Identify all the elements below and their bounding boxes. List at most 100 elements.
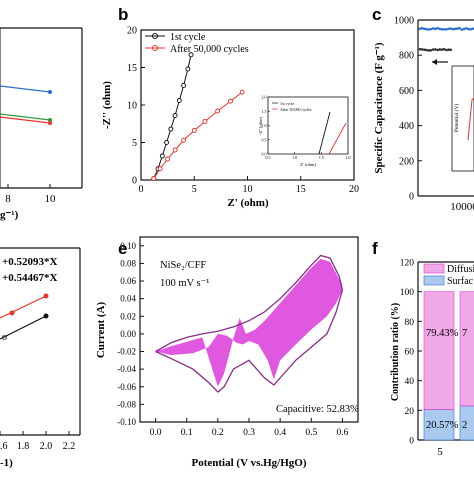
panel-b-label: b <box>118 5 128 24</box>
panel-b-inset: 0.51.01.52.00.00.51.01.52.0 1st cycle Af… <box>258 95 351 168</box>
panel-f-diffusion-bar <box>460 292 474 406</box>
panel-b-point <box>165 141 169 145</box>
panel-b-point <box>186 67 190 71</box>
panel-c-blue-point <box>434 28 437 31</box>
panel-c-blue-point <box>428 28 431 31</box>
panel-c-arrow-head <box>432 59 437 65</box>
panel-b-series-line <box>154 55 191 179</box>
panel-b-point <box>173 148 177 152</box>
panel-f-diffusion-label: 7 <box>462 328 467 339</box>
panel-d-black-label: o <box>2 332 7 343</box>
panel-c-black-point <box>450 49 453 52</box>
panel-f-bars: 79.43%20.57%72 <box>424 292 474 440</box>
panel-e-ytick-label: 0.06 <box>120 276 136 286</box>
legend-text-after: After 50,000 cycles <box>170 44 249 55</box>
panel-e-xlabel: Potential (V vs.Hg/HgO) <box>192 457 307 469</box>
panel-e-ytick-label: 0.04 <box>120 294 136 304</box>
panel-c-black-point <box>434 48 437 51</box>
panel-e-ytick-label: 0.02 <box>120 311 136 321</box>
panel-b-ytick-label: 20 <box>127 26 137 37</box>
panel-c-ylabel: Specific Capacitance (F g⁻¹) <box>373 42 385 174</box>
panel-e-xtick-label: 0.3 <box>243 428 255 438</box>
panel-e-xtick-label: 0.0 <box>150 428 162 438</box>
panel-f-diffusion-label: 79.43% <box>426 328 459 339</box>
panel-e-xtick-label: 0.4 <box>274 428 286 438</box>
panel-c-blue-point <box>461 28 464 31</box>
panel-f-surface-label: 2 <box>462 420 467 431</box>
panel-f-label: f <box>372 239 378 258</box>
panel-f-ylabel: Contribution ratio (%) <box>390 303 401 401</box>
panel-b-xtick-label: 20 <box>349 184 359 195</box>
panel-c-blue-point <box>421 27 424 30</box>
panel-b-point <box>158 167 162 171</box>
panel-c-ytick-label: 1000 <box>394 16 414 27</box>
panel-c-black-point <box>419 48 422 51</box>
panel-f: f 020406080100120 79.43%20.57%72 Diffusi… <box>372 239 474 458</box>
panel-c-black-point <box>421 48 424 51</box>
panel-b-xtick-label: 15 <box>296 184 306 195</box>
inset-legend-1st: 1st cycle <box>280 101 294 106</box>
panel-c-black-point <box>439 48 442 51</box>
panel-d-tick-1.6: .6 <box>0 441 8 452</box>
panel-d-red-point-2 <box>44 294 49 299</box>
panel-b-ylabel: -Z'' (ohm) <box>101 81 113 129</box>
panel-b-point <box>152 177 156 181</box>
panel-f-legend-diffusion-swatch <box>424 264 444 273</box>
panel-d-red-point-1 <box>10 311 15 316</box>
panel-f-legend-surface: Surfac <box>447 276 474 287</box>
panel-c-ytick-label: 200 <box>399 156 414 167</box>
panel-b-point <box>228 99 232 103</box>
panel-e-ylabel: Current (A) <box>95 302 107 359</box>
panel-c-blue-point <box>458 27 461 30</box>
panel-e: e 0.00.10.20.30.40.50.6-0.10-0.08-0.06-0… <box>95 237 359 469</box>
panel-b-point <box>192 129 196 133</box>
panel-b-ytick-label: 10 <box>127 101 137 112</box>
panel-b-series <box>152 53 244 181</box>
panel-a-green-line <box>0 114 50 120</box>
inset-xlabel: Z' (ohm) <box>300 162 316 167</box>
panel-d: +0.52093*X +0.54467*X o .6 1.8 2.0 2.2 -… <box>0 248 80 469</box>
panel-c-blue-point <box>432 27 435 30</box>
panel-f-legend-diffusion: Diffusi <box>447 264 474 275</box>
panel-e-ytick-label: -0.02 <box>117 347 136 357</box>
panel-a-tick-label-8: 8 <box>5 193 11 205</box>
panel-e-rate-label: 100 mV s⁻¹ <box>160 278 209 289</box>
panel-b-xlabel: Z' (ohm) <box>227 197 269 209</box>
panel-e-ytick-label: 0.10 <box>120 241 136 251</box>
panel-a: 8 10 g⁻¹) <box>0 28 82 221</box>
panel-c-blue-point <box>423 28 426 31</box>
panel-b-xtick-label: 10 <box>243 184 253 195</box>
inset-xtick-label: 1.0 <box>292 155 297 160</box>
panel-a-blue-line <box>0 86 50 92</box>
panel-c-ytick-label: 800 <box>399 51 414 62</box>
panel-d-tick-1.8: 1.8 <box>17 441 30 452</box>
panel-b-point <box>166 157 170 161</box>
panel-b: b 0510152005101520 -Z'' (ohm) Z' (ohm) 1… <box>101 5 359 209</box>
panel-c-blue-point <box>430 28 433 31</box>
panel-e-ytick-label: 0.08 <box>120 258 136 268</box>
inset-ytick-label: 0.0 <box>262 152 267 157</box>
panel-b-point <box>160 154 164 158</box>
panel-c-black-point <box>445 49 448 52</box>
panel-b-legend: 1st cycle After 50,000 cycles <box>145 32 249 55</box>
panel-f-ytick-label: 80 <box>405 318 415 328</box>
panel-c-black-point <box>436 49 439 52</box>
panel-b-ytick-label: 15 <box>127 63 137 74</box>
panel-c-black-point <box>428 49 431 52</box>
panel-c-xtick-label: 10000 <box>450 201 474 213</box>
panel-e-ytick-label: -0.06 <box>117 382 136 392</box>
panel-c-blue-point <box>454 28 457 31</box>
panel-f-legend-surface-swatch <box>424 276 444 285</box>
panel-c-black-point <box>423 48 426 51</box>
panel-c-blue-point <box>456 27 459 30</box>
panel-f-ytick-label: 120 <box>400 259 415 269</box>
panel-c-blue-point <box>467 28 470 31</box>
panel-a-red-point <box>48 121 52 125</box>
panel-a-blue-point <box>48 90 52 94</box>
panel-e-ytick-label: 0.00 <box>120 329 136 339</box>
panel-e-sample-label: NiSe₂/CFF <box>160 260 206 271</box>
panel-c-blue-point <box>439 28 442 31</box>
panel-d-black-point <box>44 314 49 319</box>
panel-b-xtick-label: 0 <box>139 184 144 195</box>
